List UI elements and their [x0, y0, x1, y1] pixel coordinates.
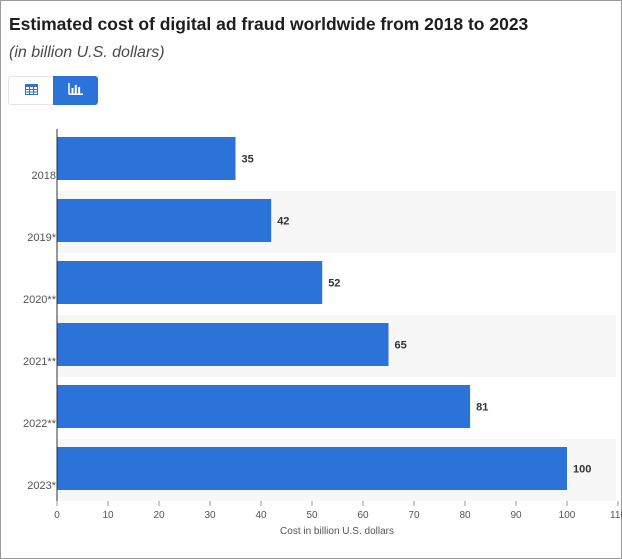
data-label: 100 [573, 464, 591, 476]
x-tick-label: 90 [510, 510, 522, 521]
bar-2023 [57, 447, 567, 490]
x-tick-label: 20 [153, 510, 165, 521]
category-label: 2023* [27, 480, 56, 492]
data-label: 35 [242, 154, 254, 166]
category-label: 2020** [23, 294, 57, 306]
category-label: 2021** [23, 356, 57, 368]
data-label: 42 [277, 216, 289, 228]
x-tick-label: 50 [306, 510, 318, 521]
category-label: 2019* [27, 232, 56, 244]
x-tick-label: 0 [54, 510, 60, 521]
chart-title: Estimated cost of digital ad fraud world… [9, 14, 529, 34]
x-tick-label: 10 [102, 510, 114, 521]
x-tick-label: 30 [204, 510, 216, 521]
data-label: 52 [328, 278, 340, 290]
x-tick-label: 70 [408, 510, 420, 521]
x-axis-title: Cost in billion U.S. dollars [280, 526, 394, 537]
bar-2019 [57, 199, 272, 242]
bar-2021 [57, 323, 389, 366]
data-label: 65 [395, 340, 407, 352]
x-tick-label: 110 [610, 510, 622, 521]
table-view-button[interactable] [8, 76, 53, 105]
category-label: 2022** [23, 418, 57, 430]
bar-2022 [57, 385, 471, 428]
category-label: 2018 [32, 170, 56, 182]
bar-2020 [57, 261, 323, 304]
table-icon [24, 82, 38, 100]
bar-2018 [57, 137, 236, 180]
bar-chart-icon [68, 82, 83, 100]
x-tick-label: 40 [255, 510, 267, 521]
x-tick-label: 60 [357, 510, 369, 521]
chart-view-button[interactable] [53, 76, 98, 105]
x-tick-label: 80 [459, 510, 471, 521]
chart-subtitle: (in billion U.S. dollars) [9, 44, 165, 61]
data-label: 81 [476, 402, 488, 414]
x-tick-label: 100 [559, 510, 576, 521]
